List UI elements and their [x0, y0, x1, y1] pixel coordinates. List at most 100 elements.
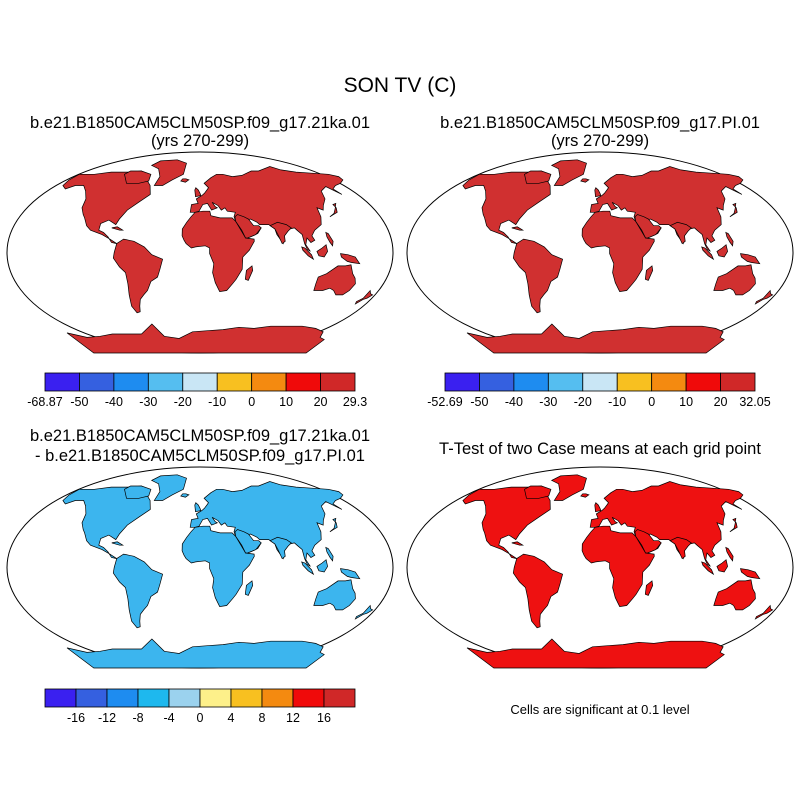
colorbar-tick-label: -30: [139, 395, 157, 409]
continent-antarctica: [66, 638, 325, 669]
colorbar-swatch: [251, 372, 287, 392]
panel3-title: b.e21.B1850CAM5CLM50SP.f09_g17.21ka.01: [29, 427, 371, 445]
continent-india: [269, 536, 292, 560]
colorbar-tick-label: -20: [174, 395, 192, 409]
colorbar-tick-label: -10: [208, 395, 226, 409]
colorbar-tick-label: 16: [317, 711, 331, 725]
continent-iceland: [580, 178, 590, 183]
colorbar-swatch: [199, 688, 232, 708]
colorbar-tick-label: 0: [197, 711, 204, 725]
colorbar-tick-label: 12: [286, 711, 300, 725]
colorbar-tick-label: 20: [314, 395, 328, 409]
colorbar-swatch: [685, 372, 721, 392]
map-panel-difference: [6, 466, 394, 669]
continent-arabia: [634, 214, 662, 239]
continent-new-guinea: [340, 568, 361, 580]
continent-baffin: [524, 485, 552, 499]
continent-japan: [729, 202, 738, 218]
continent-madagascar: [644, 265, 654, 281]
colorbar-swatch: [75, 688, 108, 708]
continent-sumatra: [701, 246, 715, 261]
continent-borneo: [716, 559, 728, 573]
colorbar-swatch: [44, 372, 80, 392]
map-panel-pi: [406, 151, 794, 354]
colorbar-tick-label: -8: [132, 711, 143, 725]
colorbar-tick-label: 29.3: [343, 395, 367, 409]
continent-eurasia: [189, 166, 344, 252]
continent-sumatra: [701, 561, 715, 576]
continent-new-guinea: [340, 253, 361, 265]
colorbar-tick-label: 20: [714, 395, 728, 409]
colorbar-tick-label: -12: [98, 711, 116, 725]
continent-uk: [594, 502, 602, 513]
continent-sumatra: [301, 246, 315, 261]
continent-baffin: [524, 170, 552, 184]
continent-iceland: [180, 493, 190, 498]
continent-cuba: [511, 226, 525, 231]
colorbar-tick-label: 10: [679, 395, 693, 409]
colorbar-swatch: [106, 688, 139, 708]
continent-australia: [313, 264, 356, 296]
colorbar-swatch: [444, 372, 480, 392]
continent-antarctica: [66, 323, 325, 354]
colorbar-swatch: [137, 688, 170, 708]
continent-philippines: [725, 546, 734, 562]
panel4-title: T-Test of two Case means at each grid po…: [439, 440, 761, 458]
continent-eurasia: [189, 481, 344, 567]
continent-borneo: [316, 559, 328, 573]
colorbar-swatch: [616, 372, 653, 392]
continent-arabia: [234, 214, 262, 239]
colorbar-tick-label: 0: [248, 395, 255, 409]
panel2-title: b.e21.B1850CAM5CLM50SP.f09_g17.PI.01: [440, 114, 760, 132]
panel1-subtitle: (yrs 270-299): [150, 132, 250, 150]
significance-note: Cells are significant at 0.1 level: [510, 702, 690, 717]
continent-sumatra: [301, 561, 315, 576]
continent-new-guinea: [740, 253, 761, 265]
colorbar-swatch: [113, 372, 149, 392]
colorbar-swatch: [216, 372, 253, 392]
panel3-subtitle: - b.e21.B1850CAM5CLM50SP.f09_g17.PI.01: [35, 447, 365, 465]
continent-africa: [181, 210, 255, 292]
colorbar-swatch: [651, 372, 687, 392]
continent-eurasia: [589, 166, 744, 252]
colorbar-swatch: [230, 688, 263, 708]
continent-australia: [713, 579, 756, 611]
continent-antarctica: [466, 323, 725, 354]
continent-greenland: [150, 474, 187, 501]
continent-greenland: [150, 159, 187, 186]
colorbar-tick-label: -50: [70, 395, 88, 409]
continent-baffin: [124, 485, 152, 499]
colorbar-difference: -16 -12 -8 -4 0 4 8 12 16: [44, 688, 356, 725]
map-panel-ttest: [406, 466, 794, 669]
colorbar-21ka: -68.87 -50 -40 -30 -20 -10 0 10 20 29.3: [27, 372, 367, 409]
colorbar-pi: -52.69 -50 -40 -30 -20 -10 0 10 20 32.05: [427, 372, 771, 409]
colorbar-swatch: [261, 688, 294, 708]
continent-africa: [581, 210, 655, 292]
continent-antarctica: [466, 638, 725, 669]
continent-philippines: [325, 546, 334, 562]
colorbar-swatch: [285, 372, 321, 392]
colorbar-tick-label: -40: [505, 395, 523, 409]
continent-borneo: [716, 244, 728, 258]
colorbar-swatch: [79, 372, 115, 392]
continent-africa: [581, 525, 655, 607]
continent-philippines: [725, 231, 734, 247]
continent-madagascar: [244, 265, 254, 281]
colorbar-tick-label: -68.87: [27, 395, 62, 409]
continent-madagascar: [244, 580, 254, 596]
colorbar-swatch: [320, 372, 356, 392]
colorbar-swatch: [479, 372, 515, 392]
continent-japan: [729, 517, 738, 533]
continent-baffin: [124, 170, 152, 184]
continent-greenland: [550, 159, 587, 186]
colorbar-tick-label: -10: [608, 395, 626, 409]
continent-india: [669, 221, 692, 245]
colorbar-swatch: [168, 688, 201, 708]
continent-new-zealand: [354, 604, 374, 620]
map-panel-21ka: [6, 151, 394, 354]
continent-india: [669, 536, 692, 560]
continent-greenland: [550, 474, 587, 501]
colorbar-tick-label: -30: [539, 395, 557, 409]
continent-eurasia: [589, 481, 744, 567]
continent-madagascar: [644, 580, 654, 596]
